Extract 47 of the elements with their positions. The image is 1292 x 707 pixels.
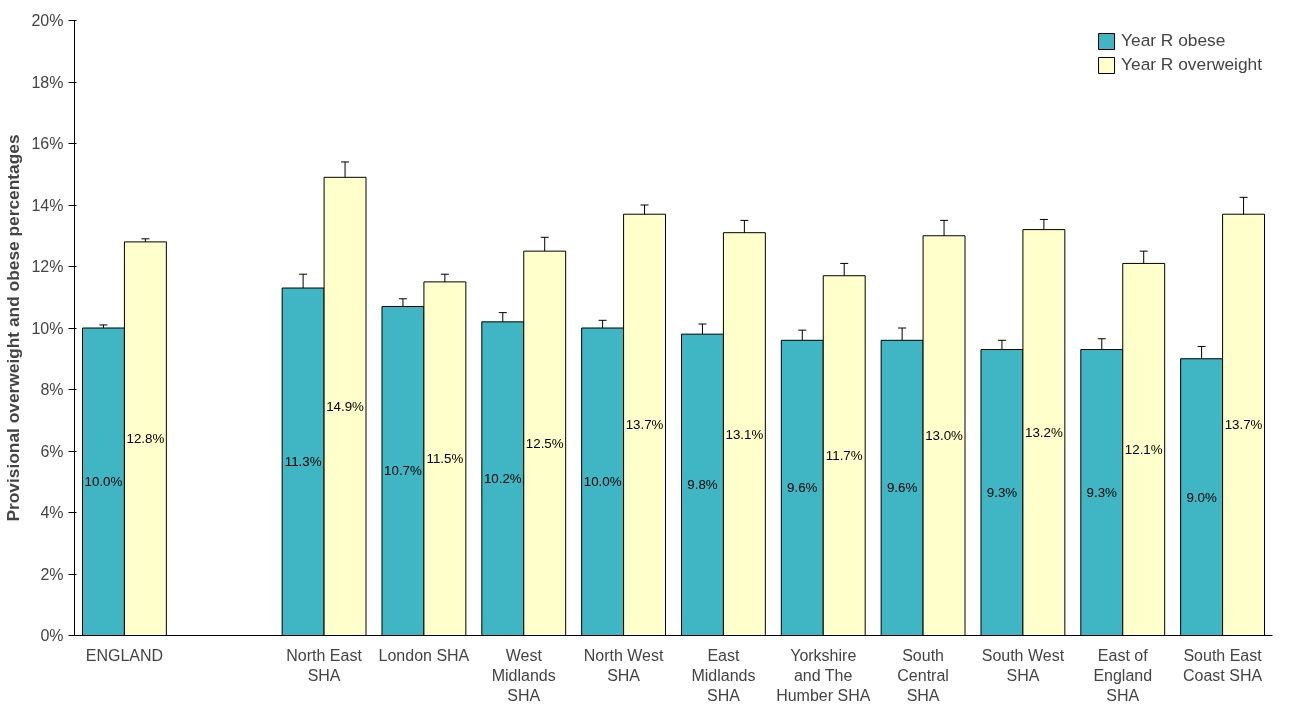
y-tick-label: 8% [40, 381, 64, 398]
legend-label: Year R obese [1121, 30, 1226, 51]
x-tick-label: South West SHA [981, 646, 1065, 684]
legend-label: Year R overweight [1121, 54, 1262, 75]
data-label: 10.2% [483, 471, 522, 487]
data-label: 13.7% [1224, 417, 1263, 433]
x-tick-label: ENGLAND [85, 646, 164, 664]
data-label: 12.5% [525, 435, 564, 451]
data-label: 11.5% [426, 451, 464, 467]
data-label: 9.3% [986, 485, 1018, 501]
data-label: 14.9% [326, 398, 365, 414]
x-tick-label: South East Coast SHA [1183, 646, 1263, 684]
y-tick-label: 12% [31, 258, 64, 275]
x-tick-label: London SHA [378, 646, 470, 664]
x-tick-label: West Midlands SHA [491, 646, 556, 705]
data-label: 11.7% [825, 448, 863, 464]
data-label: 11.3% [284, 454, 322, 470]
y-axis-title: Provisional overweight and obese percentages [3, 134, 24, 522]
data-label: 13.2% [1024, 425, 1063, 441]
x-tick-label: North West SHA [583, 646, 664, 684]
data-label: 10.7% [384, 463, 422, 479]
y-tick-label: 16% [31, 135, 64, 152]
x-tick-label: North East SHA [286, 646, 363, 684]
x-tick-label: South Central SHA [897, 646, 949, 705]
y-tick-label: 4% [40, 504, 64, 521]
y-tick-label: 6% [40, 442, 64, 460]
y-tick-label: 20% [31, 12, 64, 29]
data-label: 13.7% [625, 417, 664, 433]
data-label: 13.0% [925, 428, 964, 444]
data-label: 10.0% [583, 474, 622, 490]
data-label: 9.0% [1186, 489, 1217, 505]
data-label: 9.6% [787, 480, 818, 496]
x-tick-label: Yorkshire and The Humber SHA [776, 646, 871, 705]
data-label: 12.8% [126, 431, 165, 447]
y-tick-label: 0% [40, 627, 64, 644]
data-label: 9.8% [687, 477, 718, 493]
y-tick-label: 10% [31, 319, 64, 337]
y-tick-label: 18% [31, 73, 64, 91]
x-tick-label: East Midlands SHA [691, 646, 756, 705]
x-tick-label: East of England SHA [1093, 646, 1153, 705]
data-label: 9.6% [886, 480, 918, 496]
data-label: 9.3% [1086, 485, 1118, 501]
data-label: 10.0% [84, 474, 123, 490]
data-label: 13.1% [725, 426, 764, 442]
y-tick-label: 14% [31, 196, 64, 214]
data-label: 12.1% [1124, 441, 1163, 457]
y-tick-label: 2% [40, 565, 64, 583]
